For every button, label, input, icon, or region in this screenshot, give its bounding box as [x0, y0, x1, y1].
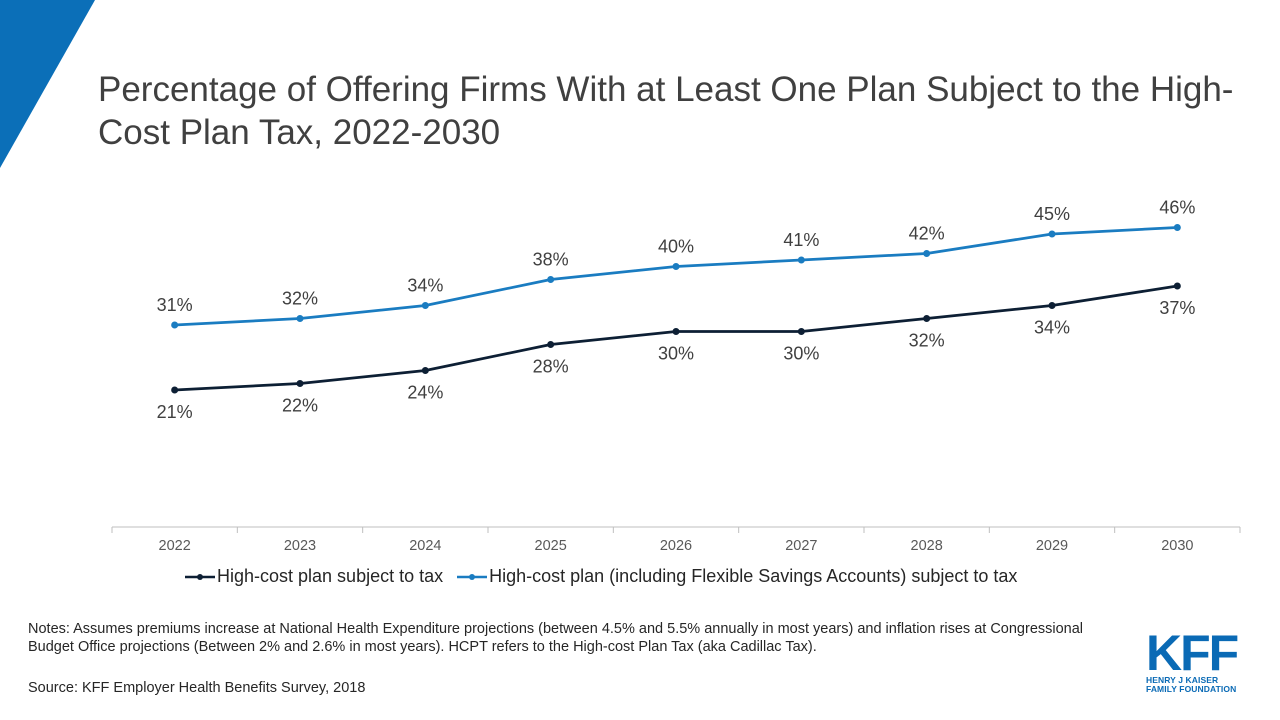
data-label-1-2025: 38% — [533, 250, 569, 270]
legend-label-tax: High-cost plan subject to tax — [217, 566, 444, 586]
data-label-1-2029: 45% — [1034, 204, 1070, 224]
x-tick-label-2025: 2025 — [535, 538, 567, 554]
data-point-0-2025 — [547, 341, 555, 348]
data-label-0-2022: 21% — [157, 402, 193, 422]
data-point-0-2024 — [421, 367, 429, 374]
x-axis: 2022 2023 2024 2025 2026 2027 2028 2029 2030 — [111, 526, 1241, 554]
data-point-0-2029 — [1048, 302, 1056, 309]
legend-label-fsa: High-cost plan (including Flexible Savin… — [489, 566, 1018, 586]
kff-logo-subtitle: HENRY J KAISER FAMILY FOUNDATION — [1146, 675, 1237, 694]
data-point-0-2022 — [171, 386, 179, 394]
data-point-1-2030 — [1173, 224, 1181, 231]
x-tick-label-2028: 2028 — [911, 538, 943, 554]
data-label-1-2023: 32% — [282, 289, 318, 309]
data-label-0-2030: 37% — [1159, 298, 1195, 318]
data-point-0-2023 — [296, 380, 304, 387]
line-chart: 2022 2023 2024 2025 2026 2027 2028 2029 2030 21%… — [111, 198, 1241, 554]
x-tick-label-2027: 2027 — [785, 538, 817, 554]
data-label-1-2024: 34% — [407, 276, 443, 296]
series-line-0 — [174, 284, 1178, 392]
data-point-1-2024 — [421, 302, 429, 309]
x-tick-label-2030: 2030 — [1161, 538, 1193, 554]
kff-logo: KFF HENRY J KAISER FAMILY FOUNDATION — [1146, 625, 1239, 694]
data-point-1-2027 — [797, 256, 805, 264]
data-label-0-2024: 24% — [407, 383, 443, 403]
data-point-0-2030 — [1173, 282, 1181, 290]
data-label-1-2026: 40% — [658, 237, 694, 257]
data-point-1-2028 — [923, 250, 931, 257]
corner-accent-triangle — [0, 0, 95, 168]
data-label-1-2027: 41% — [783, 230, 819, 250]
series-1: 31% 32% 34% 38% 40% 41% 42% 45% 46% — [157, 198, 1195, 329]
data-point-0-2026 — [672, 328, 680, 335]
x-tick-label-2023: 2023 — [284, 538, 316, 554]
data-label-1-2030: 46% — [1159, 198, 1195, 218]
data-label-1-2022: 31% — [157, 295, 193, 315]
chart-legend: High-cost plan subject to tax High-cost … — [185, 566, 1031, 587]
chart-source: Source: KFF Employer Health Benefits Sur… — [28, 680, 366, 696]
legend-swatch-dark — [185, 573, 215, 580]
data-label-0-2025: 28% — [533, 357, 569, 377]
data-point-0-2028 — [923, 315, 931, 322]
data-label-0-2028: 32% — [909, 331, 945, 351]
data-point-1-2029 — [1048, 230, 1056, 238]
chart-notes: Notes: Assumes premiums increase at Nati… — [28, 621, 1084, 655]
series-layer: 21% 22% 24% 28% 30% 30% 32% 34% 37% 31% 32% 34% 38% 4… — [157, 198, 1196, 423]
data-label-0-2023: 22% — [282, 396, 318, 416]
x-tick-label-2024: 2024 — [409, 538, 441, 554]
legend-item-tax: High-cost plan subject to tax — [185, 566, 443, 587]
data-point-1-2025 — [547, 276, 555, 283]
data-point-0-2027 — [797, 328, 805, 335]
series-0: 21% 22% 24% 28% 30% 30% 32% 34% 37% — [157, 282, 1195, 422]
legend-swatch-blue — [457, 573, 488, 580]
data-label-1-2028: 42% — [909, 224, 945, 244]
x-tick-label-2026: 2026 — [660, 538, 692, 554]
data-label-0-2027: 30% — [783, 344, 819, 364]
legend-item-fsa: High-cost plan (including Flexible Savin… — [457, 566, 1017, 587]
x-tick-label-2029: 2029 — [1036, 538, 1068, 554]
data-label-0-2029: 34% — [1034, 318, 1070, 338]
data-label-0-2026: 30% — [658, 344, 694, 364]
data-point-1-2022 — [171, 321, 179, 329]
data-point-1-2023 — [296, 315, 304, 322]
kff-logo-mark: KFF — [1146, 625, 1239, 681]
page-title: Percentage of Offering Firms With at Lea… — [98, 70, 1234, 152]
x-tick-label-2022: 2022 — [159, 538, 191, 554]
data-point-1-2026 — [672, 263, 680, 270]
